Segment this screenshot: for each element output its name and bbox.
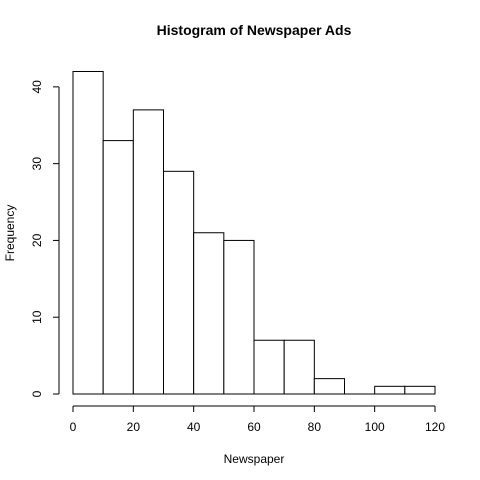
histogram-bar	[374, 385, 406, 395]
histogram-bar	[313, 378, 346, 395]
histogram-bar	[132, 109, 164, 395]
x-tick-label: 100	[365, 420, 385, 434]
x-tick-label: 80	[308, 420, 322, 434]
y-axis: 0 10 20 30 40	[30, 80, 60, 397]
histogram-bar	[163, 170, 195, 395]
y-tick-label: 30	[30, 157, 44, 171]
y-tick-label: 40	[30, 80, 44, 94]
x-tick-label: 20	[127, 420, 141, 434]
histogram-bar	[102, 140, 134, 395]
y-axis-label: Frequency	[3, 205, 17, 262]
histogram-bar	[223, 239, 255, 395]
x-tick-label: 60	[247, 420, 261, 434]
histogram-bar	[72, 71, 104, 395]
histogram-bar	[283, 339, 315, 395]
x-axis-label: Newspaper	[224, 452, 285, 466]
x-tick-label: 40	[187, 420, 201, 434]
x-axis: 0 20 40 60 80 100 120	[70, 405, 445, 434]
bars-group	[72, 71, 436, 395]
histogram-bar	[253, 339, 285, 395]
x-tick-label: 120	[425, 420, 445, 434]
x-tick-label: 0	[70, 420, 77, 434]
y-tick-label: 10	[30, 310, 44, 324]
y-tick-label: 0	[30, 390, 44, 397]
chart-title: Histogram of Newspaper Ads	[157, 22, 352, 38]
y-tick-label: 20	[30, 233, 44, 247]
histogram-bar	[404, 385, 436, 395]
histogram-bar	[193, 232, 225, 395]
